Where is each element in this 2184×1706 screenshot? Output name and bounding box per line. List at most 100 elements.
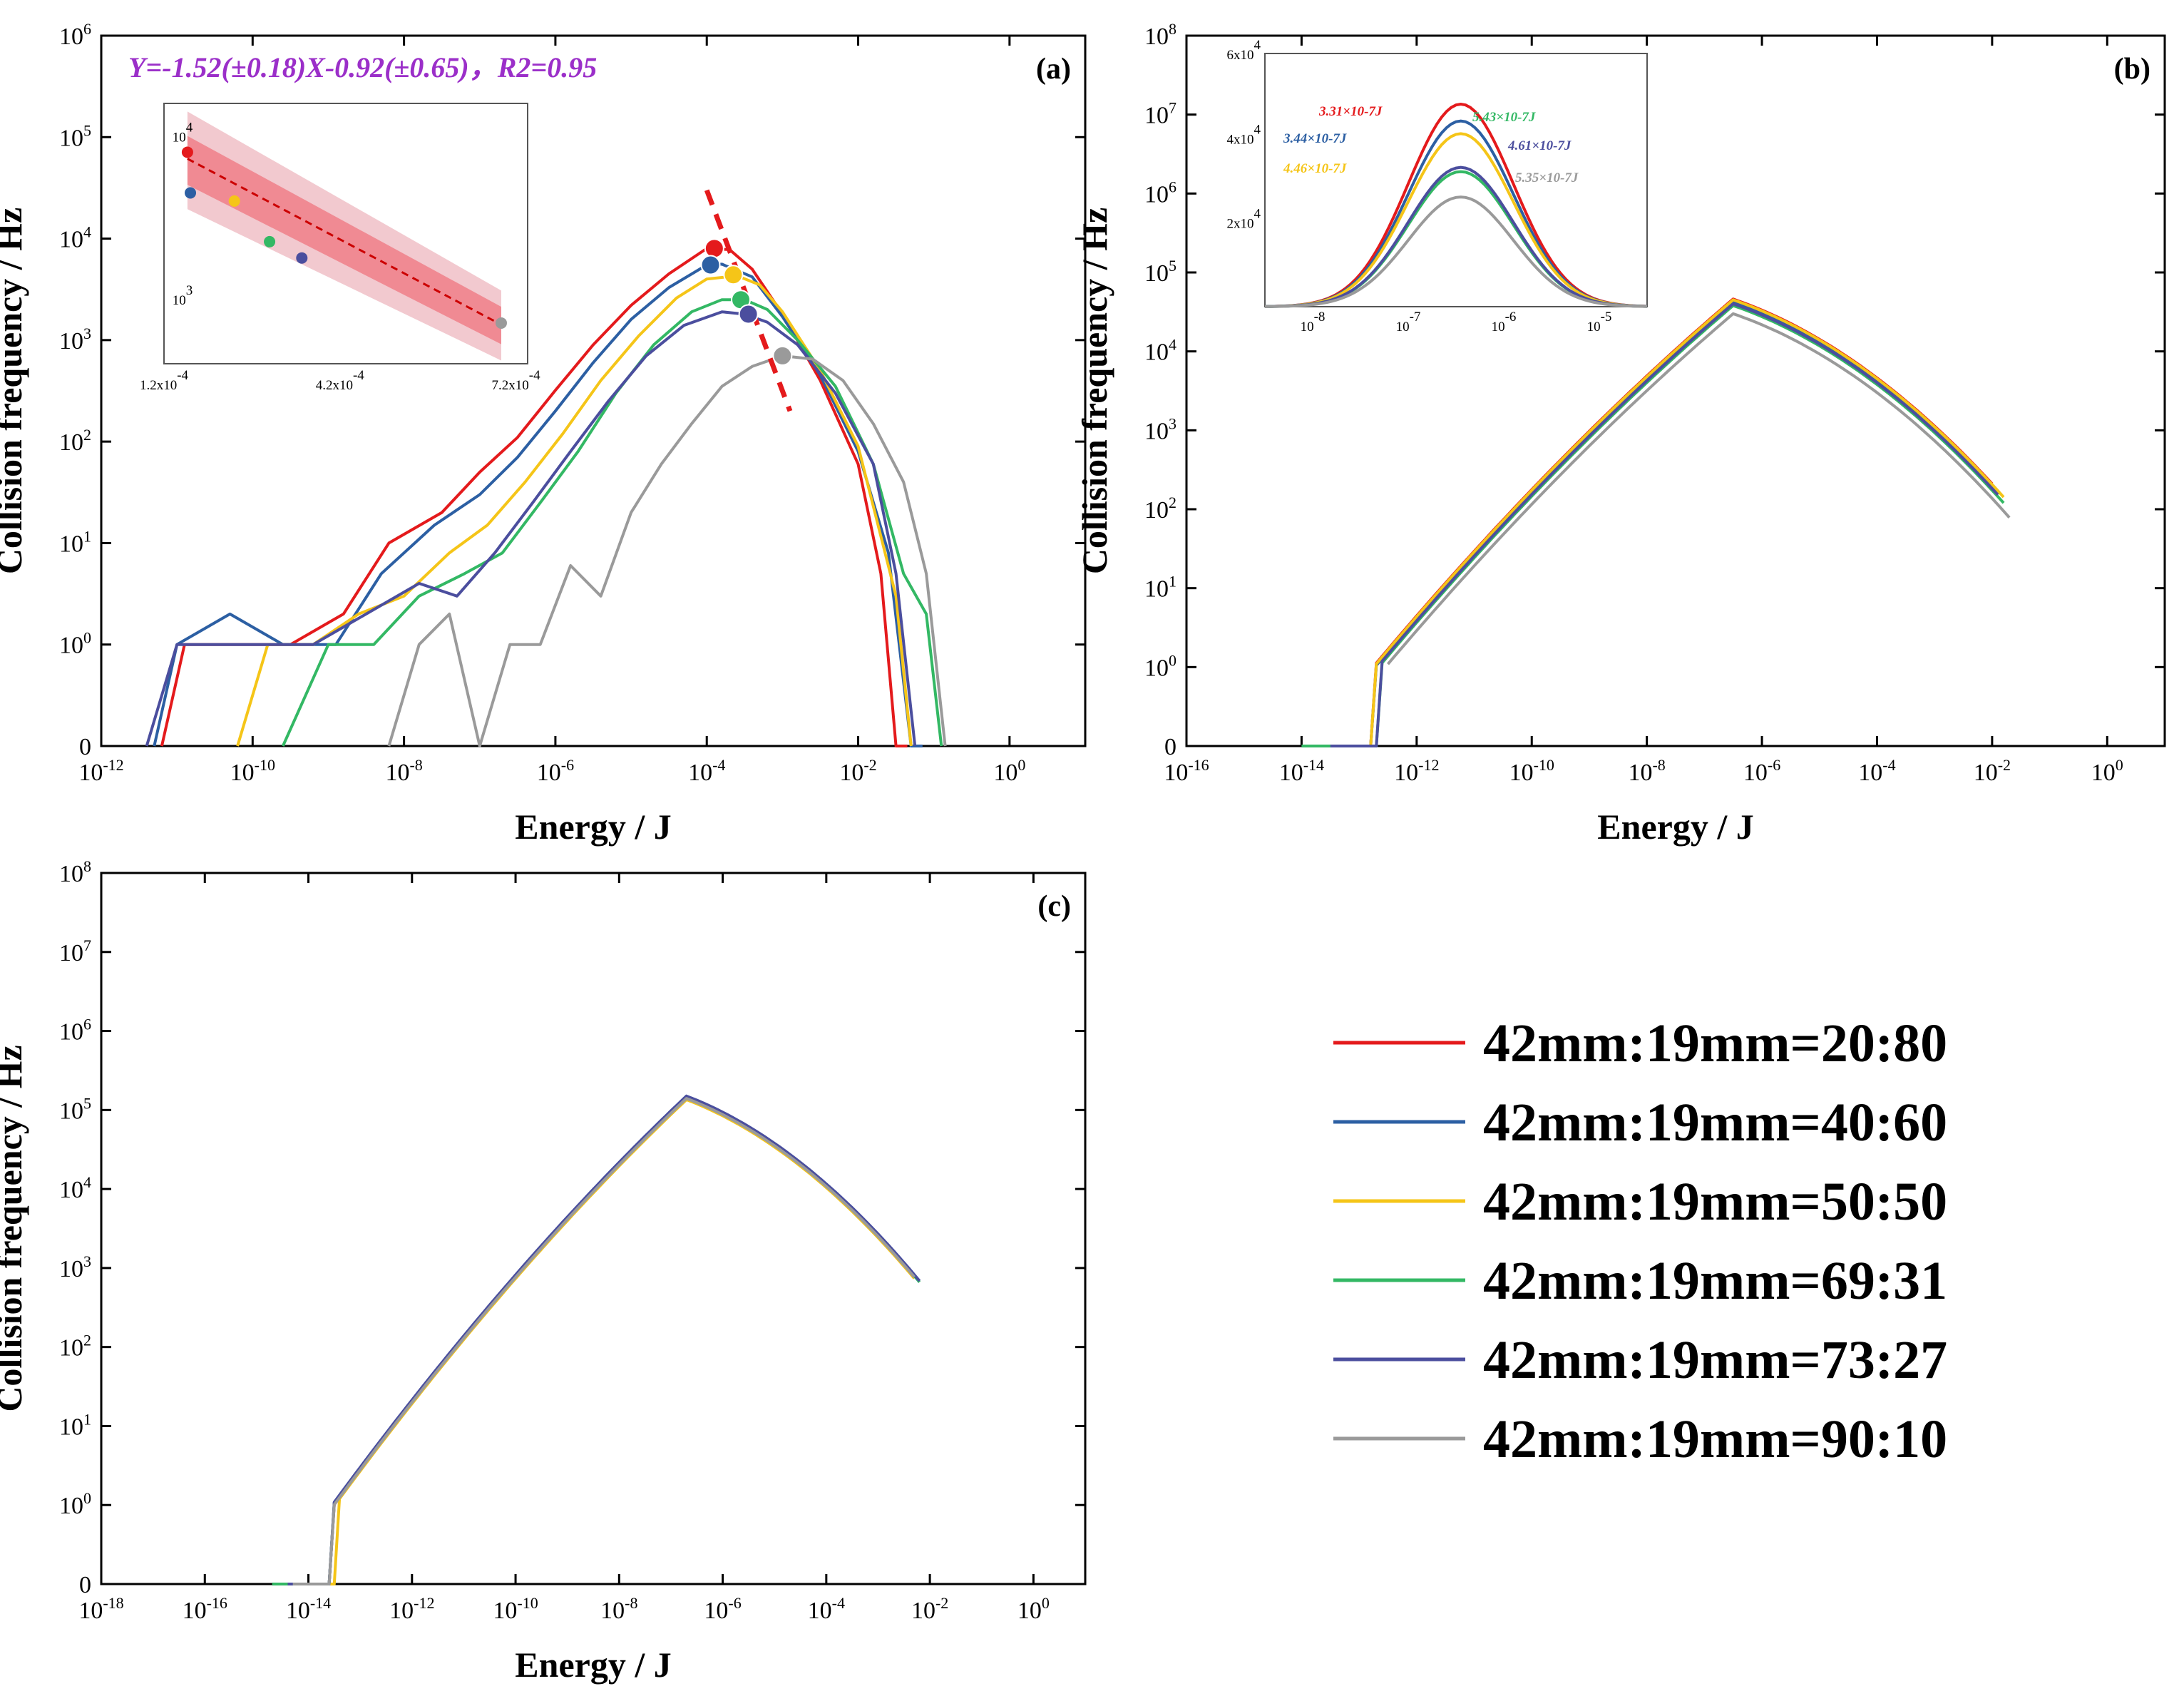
x-tick-label: 10-10 xyxy=(493,1594,538,1624)
legend-label: 42mm:19mm=40:60 xyxy=(1483,1093,1947,1153)
inset-point xyxy=(181,146,193,158)
panel-a: 10-12 10-10 10-8 10-6 10-4 10-2 100 0 100 101 102 1… xyxy=(0,20,1087,847)
y-axis-label: Collision frequency / Hz xyxy=(0,1045,29,1411)
inset-y-tick-label: 2x104 xyxy=(1227,207,1261,232)
inset-x-tick-label: 1.2x10-4 xyxy=(140,368,189,393)
y-tick-label: 0 xyxy=(79,734,91,760)
series-line xyxy=(1359,298,2005,747)
legend: 42mm:19mm=20:80 42mm:19mm=40:60 42mm:19mm=… xyxy=(1333,1013,1947,1469)
legend-label: 42mm:19mm=90:10 xyxy=(1483,1409,1947,1469)
y-tick-label: 102 xyxy=(59,1332,91,1362)
inset-annotation: 5.35×10-7J xyxy=(1515,170,1579,185)
x-tick-label: 10-10 xyxy=(230,756,275,786)
x-tick-label: 10-6 xyxy=(704,1594,741,1624)
inset-x-tick-label: 10-6 xyxy=(1492,310,1517,334)
y-tick-label: 102 xyxy=(1144,494,1176,523)
inset-y-tick-label: 4x104 xyxy=(1227,122,1261,147)
confidence-band xyxy=(187,136,501,344)
x-tick-label: 10-4 xyxy=(808,1594,845,1624)
inset-x-tick-label: 10-7 xyxy=(1396,310,1421,334)
x-tick-label: 10-16 xyxy=(183,1594,227,1624)
inset-x-tick-label: 10-8 xyxy=(1301,310,1326,334)
x-tick-label: 10-2 xyxy=(839,756,876,786)
x-tick-label: 10-16 xyxy=(1164,756,1209,786)
y-tick-label: 108 xyxy=(59,857,91,887)
x-tick-label: 10-12 xyxy=(1394,756,1439,786)
x-tick-label: 10-12 xyxy=(78,756,123,786)
x-tick-label: 10-6 xyxy=(1743,756,1780,786)
y-tick-label: 0 xyxy=(1164,734,1176,760)
peak-marker xyxy=(738,304,759,325)
series-line xyxy=(1348,297,1994,747)
x-tick-label: 10-4 xyxy=(1858,756,1895,786)
y-tick-label: 103 xyxy=(59,1252,91,1282)
y-tick-label: 104 xyxy=(59,223,91,253)
x-tick-label: 10-14 xyxy=(1279,756,1324,786)
x-tick-label: 100 xyxy=(1017,1594,1050,1624)
x-tick-label: 10-8 xyxy=(385,756,422,786)
series-line xyxy=(292,1097,916,1585)
peak-marker xyxy=(700,255,721,275)
x-tick-label: 10-12 xyxy=(389,1594,434,1624)
y-tick-label: 108 xyxy=(1144,20,1176,50)
x-tick-label: 100 xyxy=(2091,756,2123,786)
panel-b: 10-16 10-14 10-12 10-10 10-8 10-6 10-4 10-2 100 0… xyxy=(1075,20,2166,847)
y-tick-label: 101 xyxy=(59,1410,91,1440)
inset-annotation: 4.61×10-7J xyxy=(1507,138,1572,153)
x-tick-label: 10-8 xyxy=(600,1594,637,1624)
y-tick-label: 107 xyxy=(59,936,91,966)
series-line xyxy=(298,1094,921,1585)
panel-tag: (a) xyxy=(1036,53,1071,86)
inset-y-tick-label: 104 xyxy=(173,121,193,145)
peak-marker xyxy=(723,265,744,285)
y-tick-label: 105 xyxy=(59,121,91,151)
x-tick-label: 10-10 xyxy=(1509,756,1554,786)
x-tick-label: 10-6 xyxy=(537,756,574,786)
inset-x-tick-label: 7.2x10-4 xyxy=(492,368,541,393)
plot-frame xyxy=(100,872,1087,1585)
y-tick-label: 106 xyxy=(59,1016,91,1046)
peak-marker xyxy=(704,238,724,259)
inset-frame xyxy=(1264,53,1648,307)
series-line xyxy=(387,354,947,747)
inset-y-tick-label: 6x104 xyxy=(1227,38,1261,63)
series-line xyxy=(145,310,917,747)
panel-tag: (b) xyxy=(2114,53,2150,86)
plot-frame xyxy=(1185,34,2166,747)
x-axis-label: Energy / J xyxy=(515,1645,671,1685)
inset-fit-line xyxy=(187,158,502,326)
y-tick-label: 104 xyxy=(1144,336,1176,366)
peak-marker xyxy=(772,345,793,366)
inset-point xyxy=(495,317,507,329)
inset-point xyxy=(296,252,308,264)
y-axis-label: Collision frequency / Hz xyxy=(0,208,29,574)
y-tick-label: 103 xyxy=(59,325,91,354)
inset-series-line xyxy=(1264,195,1648,308)
y-tick-label: 106 xyxy=(59,20,91,50)
inset-annotation: 3.44×10-7J xyxy=(1283,131,1347,146)
panel-tag: (c) xyxy=(1037,890,1071,923)
series-line xyxy=(160,247,908,747)
plot-frame xyxy=(100,34,1087,747)
y-tick-label: 100 xyxy=(59,629,91,659)
series-line xyxy=(287,1094,921,1585)
fit-equation: Y=-1.52(±0.18)X-0.92(±0.65)，R2=0.95 xyxy=(128,51,597,83)
x-tick-label: 10-2 xyxy=(1974,756,2011,786)
legend-label: 42mm:19mm=69:31 xyxy=(1483,1251,1947,1311)
y-tick-label: 101 xyxy=(1144,573,1176,603)
inset-annotation: 4.46×10-7J xyxy=(1283,161,1347,176)
x-tick-label: 10-14 xyxy=(286,1594,331,1624)
y-tick-label: 0 xyxy=(79,1572,91,1598)
inset-point xyxy=(228,195,240,207)
inset-point xyxy=(264,235,276,247)
series-line xyxy=(1386,312,2011,665)
x-axis-label: Energy / J xyxy=(515,807,671,847)
y-axis-label: Collision frequency / Hz xyxy=(1075,208,1114,574)
legend-label: 42mm:19mm=50:50 xyxy=(1483,1172,1947,1232)
y-tick-label: 105 xyxy=(1144,257,1176,287)
y-tick-label: 107 xyxy=(1144,99,1176,129)
legend-label: 42mm:19mm=20:80 xyxy=(1483,1013,1947,1073)
y-tick-label: 106 xyxy=(1144,178,1176,208)
series-line xyxy=(1335,300,1999,747)
